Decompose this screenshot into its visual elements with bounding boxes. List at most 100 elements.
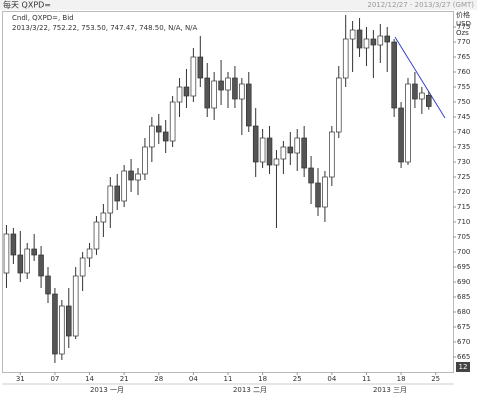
candle-body (412, 83, 418, 100)
x-tick-label: 11 (224, 375, 233, 383)
y-tick-label: 690 (457, 278, 470, 286)
x-tick-label: 18 (397, 375, 406, 383)
x-tick-label: 04 (327, 375, 336, 383)
candle-body (280, 146, 287, 160)
legend-line: Cndl, QXPD=, Bid (12, 14, 74, 22)
candle-body (162, 131, 169, 142)
x-tick-label: 04 (189, 375, 198, 383)
chart-title: 每天 QXPD= (3, 0, 51, 10)
month-label: 2013 一月 (90, 386, 124, 394)
candle-body (301, 137, 307, 169)
x-tick-label: 28 (154, 375, 163, 383)
candle-body (322, 176, 328, 208)
candle-body (38, 254, 44, 277)
candle-body (294, 137, 301, 154)
candle-body (342, 38, 349, 79)
y-tick-label: 715 (457, 203, 470, 211)
candle-body (425, 94, 432, 107)
candle-body (52, 293, 58, 355)
x-tick-label: 14 (85, 375, 94, 383)
candle-body (121, 170, 127, 202)
candle-body (86, 248, 93, 259)
candle-body (79, 257, 86, 277)
y-tick-label: 680 (457, 308, 470, 316)
x-tick-label: 11 (362, 375, 371, 383)
candle-body (218, 80, 224, 91)
y-tick-label: 750 (457, 98, 470, 106)
y-tick-label: 735 (457, 143, 470, 151)
y-tick-label: 760 (457, 68, 470, 76)
candle-body (370, 38, 377, 46)
candle-body (128, 170, 134, 181)
x-tick-label: 21 (120, 375, 129, 383)
month-label: 2013 三月 (373, 386, 407, 394)
candle-body (225, 77, 231, 91)
y-tick-label: 745 (457, 113, 470, 121)
month-label: 2013 二月 (233, 386, 267, 394)
candle-body (315, 182, 321, 208)
candle-body (308, 167, 314, 184)
candle-body (384, 35, 391, 43)
candle-body (3, 233, 10, 274)
candle-body (329, 131, 335, 178)
y-tick-label: 710 (457, 218, 470, 226)
candle-body (266, 137, 273, 166)
x-tick-label: 07 (50, 375, 59, 383)
candle-body (204, 77, 211, 109)
candle-body (72, 275, 79, 337)
candle-body (232, 77, 238, 100)
header-bar (0, 0, 477, 10)
candle-body (405, 83, 411, 163)
chart-subtitle: 2012/12/27 - 2013/3/27 (GMT) (367, 1, 474, 9)
y-tick-label: 685 (457, 293, 470, 301)
candle-body (59, 305, 65, 355)
trend-line (394, 36, 446, 119)
y-tick-label: 725 (457, 173, 470, 181)
y-tick-label: 770 (457, 38, 470, 46)
y-axis-label: 价格 (456, 10, 470, 19)
candle-body (287, 146, 294, 154)
candle-body (31, 248, 37, 256)
candle-body (24, 248, 31, 274)
y-tick-label: 700 (457, 248, 470, 256)
candle-body (114, 185, 121, 202)
legend-line: 2013/3/22, 752.22, 753.50, 747.47, 748.5… (12, 24, 198, 32)
candle-body (176, 86, 183, 103)
candle-body (335, 77, 342, 133)
candle-body (10, 233, 17, 256)
candle-body (100, 212, 107, 223)
y-tick-label: 670 (457, 338, 470, 346)
candle-body (398, 107, 404, 163)
candle-body (211, 80, 217, 109)
candle-body (183, 86, 190, 97)
candle-body (155, 125, 162, 133)
candle-body (349, 29, 356, 40)
y-tick-label: 740 (457, 128, 470, 136)
candle-body (65, 305, 72, 337)
candle-body (419, 92, 425, 100)
x-tick-label: 25 (431, 375, 440, 383)
y-tick-label: 675 (457, 323, 470, 331)
candle-body (17, 254, 24, 274)
candle-body (252, 125, 259, 163)
candle-body (259, 137, 266, 163)
candle-body (245, 83, 252, 127)
corner-label: 12 (459, 363, 468, 371)
y-tick-label: 775 (457, 23, 470, 31)
x-tick-label: 25 (293, 375, 302, 383)
y-tick-label: 665 (457, 353, 470, 361)
candle-body (107, 185, 114, 214)
corner-box (456, 362, 470, 372)
candle-body (45, 275, 51, 295)
candle-body (239, 83, 245, 100)
candle-body (391, 41, 397, 109)
y-axis-label: USD (456, 20, 471, 28)
y-tick-label: 705 (457, 233, 470, 241)
candle-body (149, 125, 155, 148)
candle-body (273, 158, 280, 166)
candle-body (93, 221, 100, 250)
candle-body (197, 56, 204, 79)
